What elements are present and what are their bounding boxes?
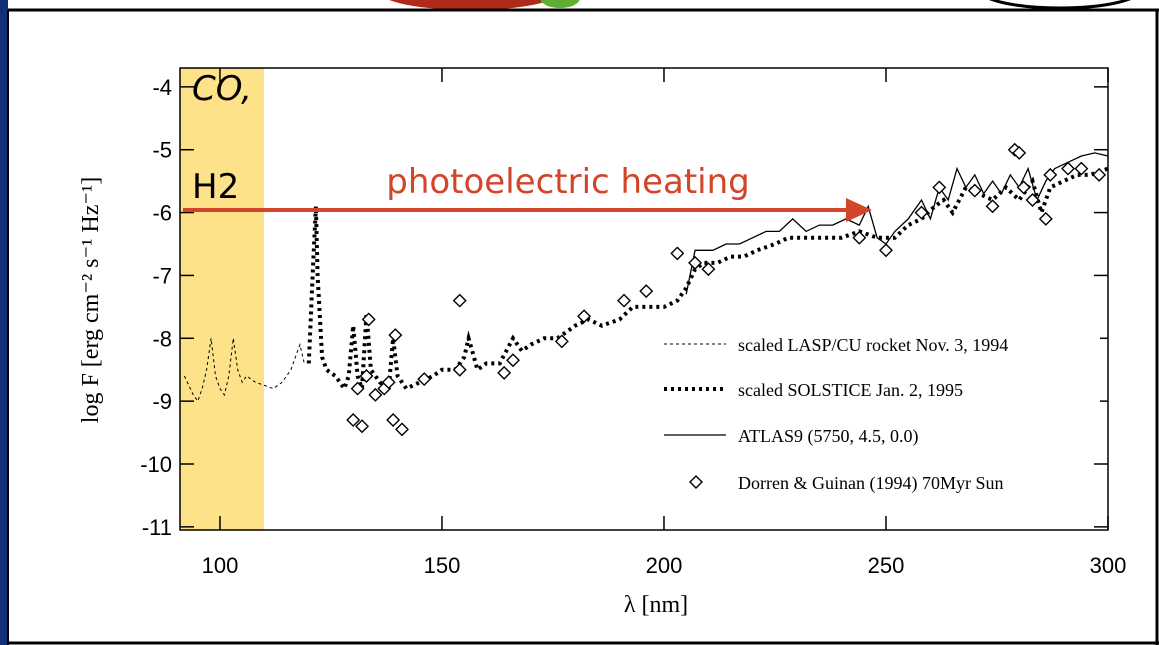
- data-point: [1038, 211, 1053, 226]
- legend-label: Dorren & Guinan (1994) 70Myr Sun: [738, 473, 1003, 494]
- legend-marker: [689, 475, 703, 489]
- data-point: [1016, 180, 1031, 195]
- y-axis-label: log F [erg cm⁻² s⁻¹ Hz⁻¹]: [78, 177, 104, 423]
- data-point: [361, 312, 376, 327]
- data-point: [967, 183, 982, 198]
- y-tick-label: -5: [152, 138, 172, 163]
- data-point: [497, 365, 512, 380]
- data-point: [381, 375, 396, 390]
- annotation: photoelectric heating: [386, 162, 750, 202]
- x-tick-label: 250: [868, 553, 905, 578]
- top-strip: [8, 0, 1159, 10]
- data-point: [985, 199, 1000, 214]
- data-point: [388, 328, 403, 343]
- data-point: [617, 293, 632, 308]
- y-tick-label: -7: [152, 263, 172, 288]
- y-tick-label: -8: [152, 326, 172, 351]
- data-point: [1012, 145, 1027, 160]
- data-point: [688, 255, 703, 270]
- data-point: [350, 381, 365, 396]
- data-point: [879, 243, 893, 258]
- legend-bg: [660, 373, 1100, 413]
- x-tick-label: 200: [646, 553, 683, 578]
- data-point: [1074, 161, 1089, 176]
- data-point: [359, 369, 374, 383]
- y-tick-label: -6: [152, 201, 172, 226]
- data-point: [639, 284, 654, 299]
- data-point: [914, 205, 929, 220]
- decoration: [389, 0, 551, 10]
- series-line: [685, 152, 1109, 295]
- annotation: H2: [192, 167, 239, 207]
- data-point: [554, 334, 569, 349]
- data-point: [701, 262, 716, 277]
- y-tick-label: -9: [152, 389, 172, 414]
- data-point: [670, 246, 685, 261]
- legend-bg: [660, 328, 1100, 368]
- x-tick-label: 150: [424, 553, 461, 578]
- data-point: [386, 413, 401, 427]
- data-point: [1061, 161, 1076, 176]
- y-tick-label: -11: [142, 515, 172, 540]
- data-point: [355, 419, 370, 434]
- data-point: [852, 230, 867, 245]
- series-line: [306, 166, 1109, 393]
- plot: 100 150 200 250 300 -4 -5 -6 -7 -8 -9 -10 -11 scaled …: [140, 67, 1127, 578]
- legend-bg: [660, 419, 1100, 459]
- legend-label: scaled LASP/CU rocket Nov. 3, 1994: [738, 335, 1008, 355]
- y-tick-label: -10: [140, 452, 172, 477]
- side-bar: [0, 0, 8, 645]
- legend-bg: [660, 466, 1100, 506]
- data-point: [452, 293, 467, 308]
- data-point: [395, 422, 409, 437]
- x-tick-label: 100: [202, 553, 239, 578]
- arrow-head: [846, 198, 872, 222]
- y-tick-label: -4: [152, 75, 172, 100]
- data-point: [417, 372, 432, 387]
- data-point: [346, 413, 361, 427]
- legend-label: ATLAS9 (5750, 4.5, 0.0): [738, 426, 919, 447]
- data-point: [1025, 193, 1040, 207]
- data-point: [452, 362, 467, 377]
- plot-frame: [179, 67, 1109, 531]
- data-point: [1043, 167, 1058, 182]
- shaded-band: [180, 68, 264, 530]
- data-point: [506, 353, 521, 368]
- data-point: [932, 180, 947, 195]
- data-point: [577, 309, 592, 324]
- x-tick-label: 300: [1090, 553, 1127, 578]
- data-point: [1092, 167, 1107, 182]
- x-axis-label: λ [nm]: [624, 592, 688, 618]
- decoration: [989, 0, 1131, 10]
- data-point: [368, 387, 383, 402]
- decoration: [540, 0, 580, 8]
- annotation: CO,: [192, 69, 252, 109]
- legend-label: scaled SOLSTICE Jan. 2, 1995: [738, 380, 963, 400]
